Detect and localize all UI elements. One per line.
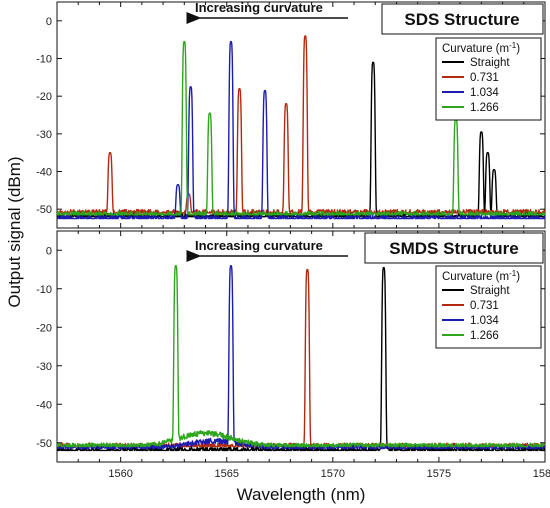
legend-label: 1.034 bbox=[470, 315, 499, 327]
y-tick-label: -10 bbox=[36, 284, 52, 296]
y-tick-label: -30 bbox=[36, 129, 52, 141]
series-line-0-731 bbox=[57, 35, 545, 214]
legend-label: 0.731 bbox=[470, 72, 499, 84]
y-tick-label: 0 bbox=[46, 16, 52, 28]
y-tick-label: -20 bbox=[36, 322, 52, 334]
legend-label: 1.266 bbox=[470, 102, 499, 114]
y-tick-label: -40 bbox=[36, 399, 52, 411]
series-group-bottom bbox=[57, 264, 545, 452]
x-axis-title: Wavelength (nm) bbox=[237, 485, 366, 504]
structure-label-top: SDS Structure bbox=[404, 10, 519, 29]
series-line-1-266 bbox=[57, 264, 545, 448]
y-tick-label: -20 bbox=[36, 91, 52, 103]
x-ticks-bottom: 1560 1565 1570 1575 1580 bbox=[56, 231, 550, 480]
legend-label: 1.266 bbox=[470, 330, 499, 342]
y-tick-label: -50 bbox=[36, 438, 52, 450]
x-tick-label: 1570 bbox=[321, 468, 345, 480]
y-tick-label: -30 bbox=[36, 361, 52, 373]
y-axis-title: Output signal (dBm) bbox=[5, 156, 24, 307]
legend-title-bottom: Curvature (m-1) bbox=[442, 269, 520, 283]
x-tick-label: 1565 bbox=[214, 468, 238, 480]
panel-bottom: 0 -10 -20 -30 -40 -50 1560 1565 1570 1575 1580 In… bbox=[36, 230, 550, 480]
legend-label: Straight bbox=[470, 285, 510, 297]
legend-label: Straight bbox=[470, 57, 510, 69]
series-line-1-034 bbox=[57, 40, 545, 220]
y-tick-label: -50 bbox=[36, 204, 52, 216]
legend-items-bottom: Straight 0.731 1.034 1.266 bbox=[442, 285, 510, 342]
structure-label-box-bottom bbox=[364, 232, 544, 264]
x-tick-label: 1575 bbox=[427, 468, 451, 480]
y-ticks-bottom: 0 -10 -20 -30 -40 -50 bbox=[36, 245, 545, 450]
series-line-1-266 bbox=[57, 40, 545, 216]
legend-items-top: Straight 0.731 1.034 1.266 bbox=[442, 57, 510, 114]
x-tick-label: 1580 bbox=[533, 468, 550, 480]
x-tick-label: 1560 bbox=[108, 468, 132, 480]
annotation-top: Increasing curvature bbox=[195, 0, 323, 15]
panel-top: 0 -10 -20 -30 -40 -50 Increasing curvature SD… bbox=[36, 0, 546, 229]
structure-label-bottom: SMDS Structure bbox=[389, 239, 518, 258]
legend-label: 1.034 bbox=[470, 87, 499, 99]
y-tick-label: -40 bbox=[36, 167, 52, 179]
y-tick-label: -10 bbox=[36, 54, 52, 66]
legend-label: 0.731 bbox=[470, 300, 499, 312]
annotation-bottom: Increasing curvature bbox=[195, 238, 323, 253]
y-tick-label: 0 bbox=[46, 245, 52, 257]
legend-title-top: Curvature (m-1) bbox=[442, 41, 520, 55]
structure-label-box-top bbox=[381, 3, 544, 35]
series-group-top bbox=[57, 35, 545, 220]
